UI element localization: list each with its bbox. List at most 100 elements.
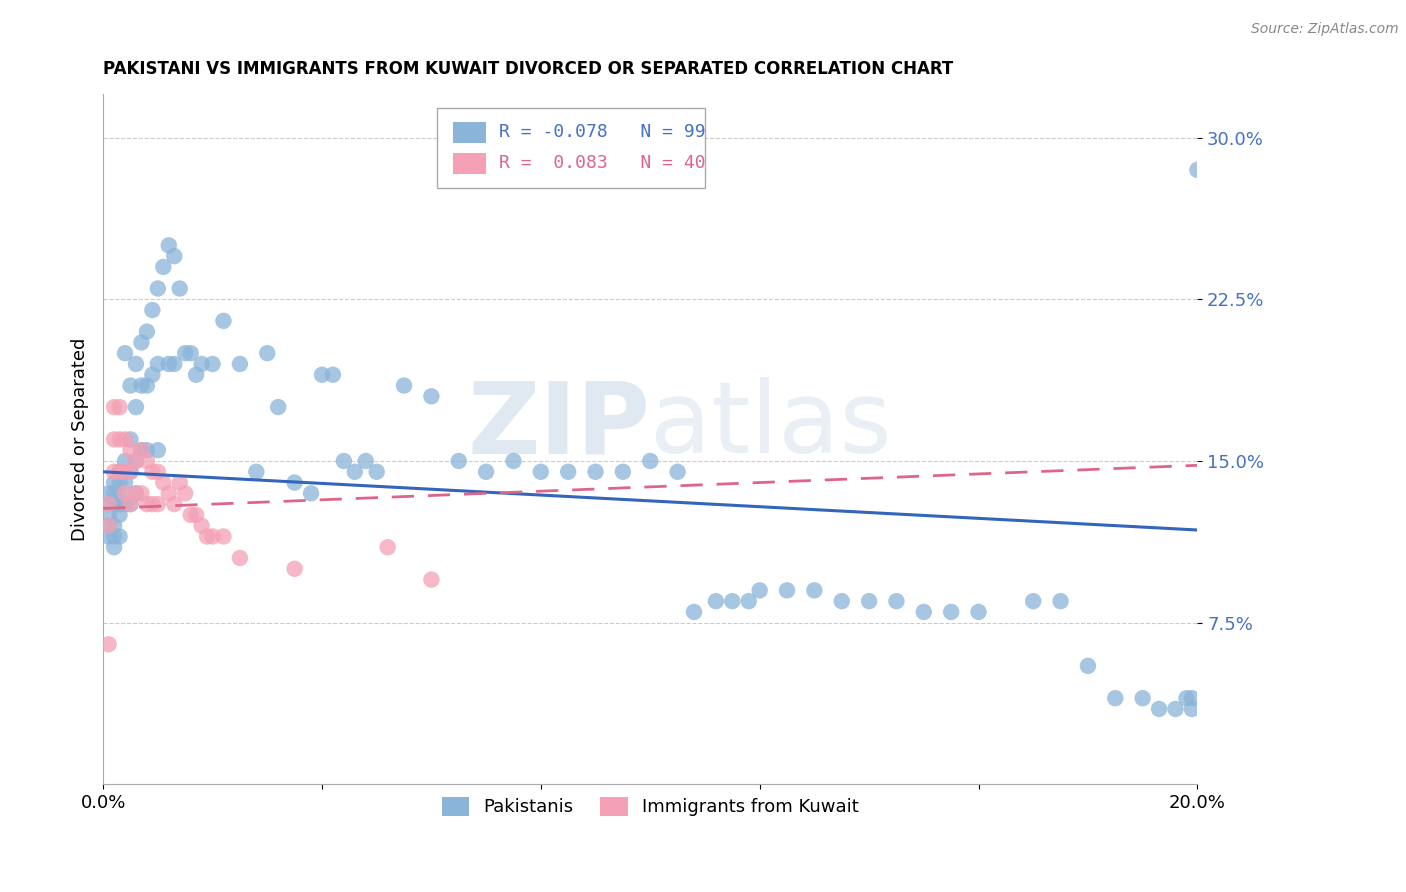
Point (886, 594, 908, 608)
Point (97, 637, 120, 651)
Point (108, 400, 131, 414)
Point (103, 433, 125, 447)
Point (108, 465, 131, 479)
Point (120, 465, 142, 479)
Point (377, 541, 399, 555)
Point (120, 497, 142, 511)
Point (103, 400, 125, 414)
Point (135, 325, 157, 339)
Point (131, 378, 153, 392)
Point (831, 594, 853, 608)
Point (1104, 691, 1126, 706)
Point (530, 465, 553, 479)
Point (135, 497, 157, 511)
Point (322, 368, 344, 382)
Point (157, 357, 180, 371)
Point (267, 400, 290, 414)
Text: R = -0.078   N = 99: R = -0.078 N = 99 (499, 123, 706, 142)
Point (103, 529, 125, 543)
Point (114, 486, 136, 500)
Point (666, 465, 689, 479)
Point (108, 465, 131, 479)
Point (343, 465, 366, 479)
Point (169, 475, 191, 490)
Point (420, 389, 443, 403)
Point (366, 465, 388, 479)
Point (858, 594, 880, 608)
Y-axis label: Divorced or Separated: Divorced or Separated (72, 338, 89, 541)
Point (97, 486, 120, 500)
Point (201, 357, 224, 371)
Point (146, 443, 169, 458)
Point (152, 260, 174, 274)
Point (195, 529, 218, 543)
Point (131, 335, 153, 350)
Point (941, 605, 963, 619)
Point (146, 465, 169, 479)
Point (108, 497, 131, 511)
Point (299, 486, 322, 500)
Point (97, 497, 120, 511)
Point (108, 475, 131, 490)
Point (141, 303, 163, 318)
Point (180, 346, 202, 360)
Point (141, 368, 163, 382)
Point (152, 475, 174, 490)
Point (557, 465, 579, 479)
Point (212, 314, 235, 328)
Point (141, 497, 163, 511)
Point (245, 465, 267, 479)
Point (284, 475, 307, 490)
Point (120, 378, 142, 392)
Point (163, 497, 186, 511)
Point (256, 346, 278, 360)
Point (97, 529, 120, 543)
Point (125, 486, 148, 500)
FancyBboxPatch shape (437, 108, 704, 187)
Point (354, 454, 377, 468)
Point (114, 497, 136, 511)
Point (120, 465, 142, 479)
Point (776, 583, 799, 598)
Point (1175, 691, 1198, 706)
Point (1049, 594, 1071, 608)
Point (1187, 162, 1209, 177)
Point (683, 605, 706, 619)
Point (97, 497, 120, 511)
Point (721, 594, 744, 608)
FancyBboxPatch shape (453, 153, 486, 174)
Point (135, 378, 157, 392)
Point (114, 346, 136, 360)
Point (114, 465, 136, 479)
Point (169, 281, 191, 295)
Point (585, 465, 607, 479)
Point (738, 594, 761, 608)
Point (229, 551, 252, 566)
Text: ZIP: ZIP (467, 377, 650, 475)
FancyBboxPatch shape (453, 122, 486, 143)
Point (103, 486, 125, 500)
Point (131, 486, 153, 500)
Point (97, 508, 120, 522)
Point (333, 454, 356, 468)
Point (120, 433, 142, 447)
Point (392, 378, 415, 392)
Point (475, 465, 498, 479)
Point (803, 583, 825, 598)
Point (114, 454, 136, 468)
Point (967, 605, 990, 619)
Point (125, 357, 148, 371)
Point (1147, 702, 1170, 716)
Point (186, 508, 208, 522)
Point (704, 594, 727, 608)
Point (201, 529, 224, 543)
Point (1077, 658, 1099, 673)
Point (612, 465, 634, 479)
Point (180, 508, 202, 522)
Point (103, 465, 125, 479)
Point (114, 433, 136, 447)
Point (108, 486, 131, 500)
Point (1181, 691, 1204, 706)
Point (212, 529, 235, 543)
Legend: Pakistanis, Immigrants from Kuwait: Pakistanis, Immigrants from Kuwait (434, 790, 866, 823)
